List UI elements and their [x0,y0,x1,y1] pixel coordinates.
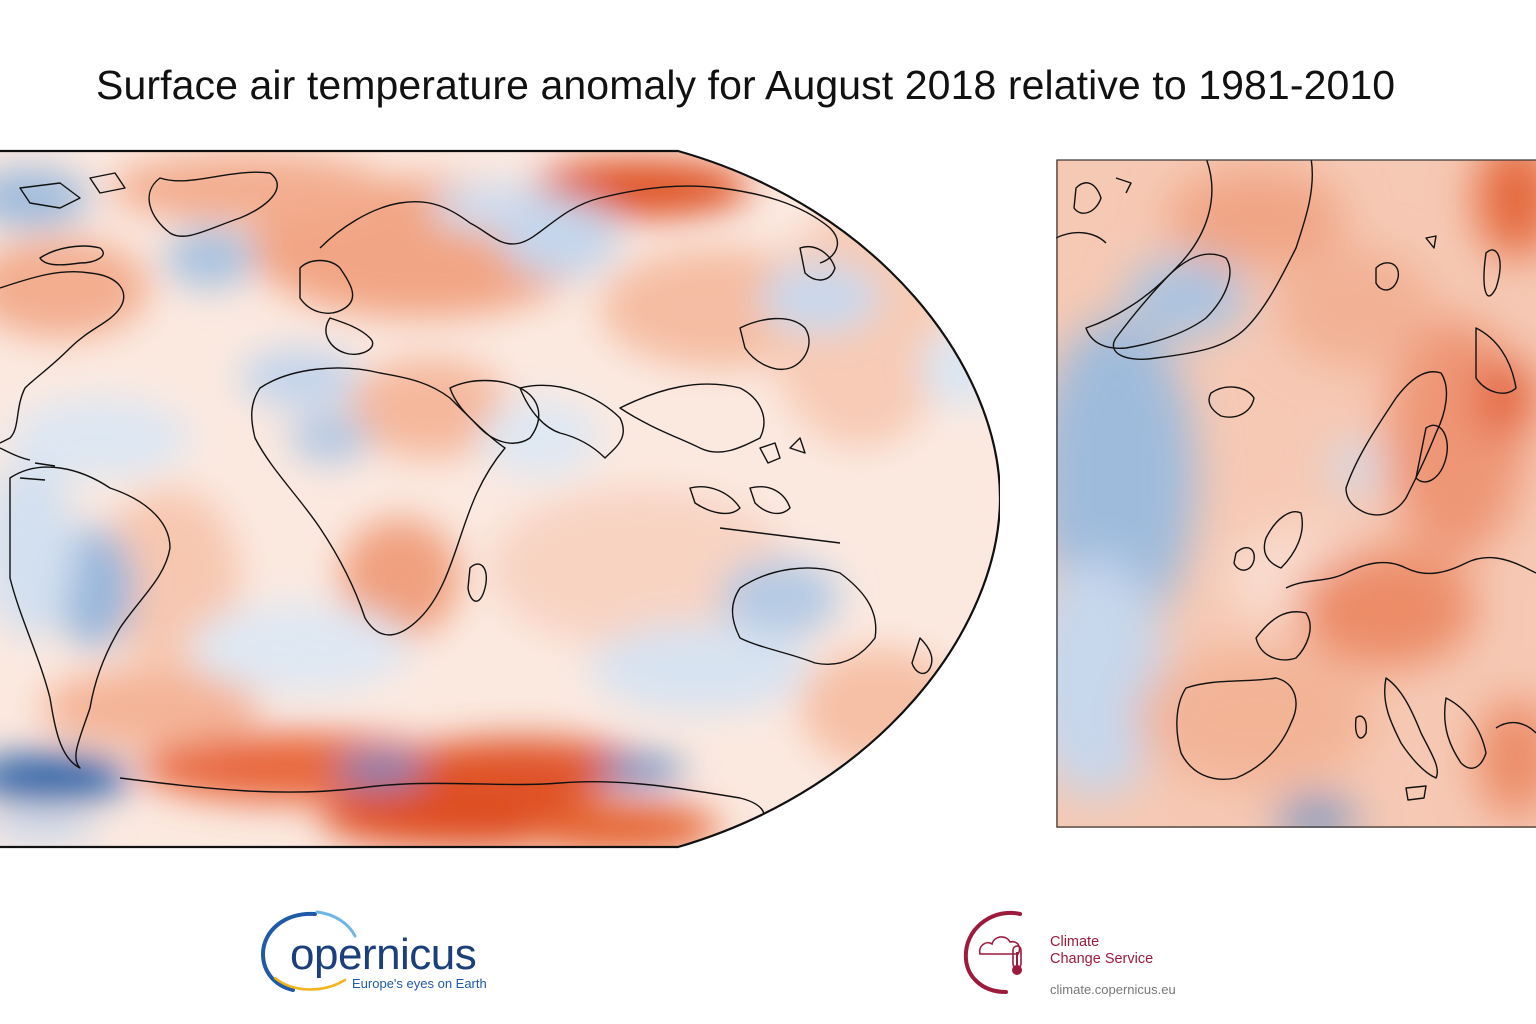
world-coastlines [0,171,951,824]
map-title: Surface air temperature anomaly for Augu… [96,62,1396,108]
c3s-name-line1: Climate [1050,934,1100,950]
inset-frame [1056,159,1536,828]
c3s-name: Climate Change Service [1050,934,1153,968]
c3s-name-line2: Change Service [1050,951,1154,967]
copernicus-wordmark: opernicus [290,930,477,979]
c3s-logo-icon [963,910,1022,994]
map-frame [0,149,1000,849]
europe-anomaly-field [1056,160,1536,828]
copernicus-tagline: Europe's eyes on Earth [352,976,487,991]
europe-coastlines [1056,160,1536,801]
anomaly-field [0,153,1000,847]
europe-anomaly-map [1056,159,1536,828]
global-anomaly-map [0,149,1000,849]
c3s-url: climate.copernicus.eu [1050,982,1176,997]
copernicus-logo [260,910,357,992]
